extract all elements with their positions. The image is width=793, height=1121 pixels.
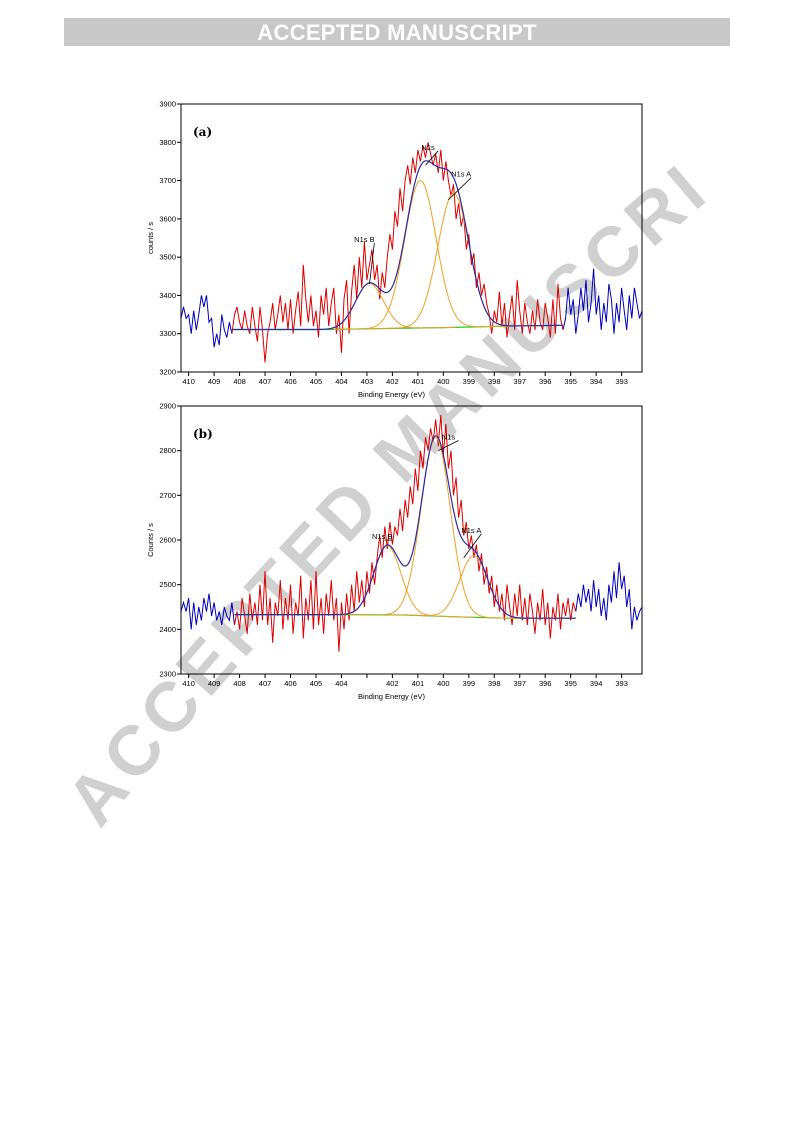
- y-tick-label: 3300: [159, 329, 176, 338]
- x-tick-label: 405: [310, 377, 323, 386]
- peak-annotation: N1s: [442, 433, 456, 442]
- plot-area: [181, 142, 642, 363]
- plot-frame: [180, 103, 643, 373]
- x-tick-label: 409: [208, 377, 221, 386]
- x-tick-label: 404: [335, 679, 348, 688]
- y-axis-title: counts / s: [146, 222, 155, 254]
- xps-chart-a: 3200 3300 3400 3500 3600 3700 3800 3900 410 409 40…: [146, 100, 643, 399]
- x-tick-label: 403: [361, 377, 374, 386]
- accepted-manuscript-banner: ACCEPTED MANUSCRIPT: [64, 18, 730, 46]
- annotation-leader: [369, 242, 375, 284]
- x-tick-label: 409: [208, 679, 221, 688]
- component-peak-2: [387, 555, 561, 619]
- y-tick-label: 2500: [159, 580, 176, 589]
- x-axis-title: Binding Energy (eV): [358, 692, 426, 701]
- y-axis-title: Counts / s: [146, 523, 155, 557]
- raw-data-fit-range: [234, 414, 577, 652]
- x-tick-label: 394: [590, 679, 603, 688]
- annotation-leader: [425, 150, 439, 166]
- raw-data-right: [562, 268, 642, 334]
- fit-envelope: [234, 435, 576, 619]
- raw-data-fit-range: [231, 142, 564, 363]
- y-tick-label: 3200: [159, 368, 176, 377]
- y-tick-label: 3500: [159, 253, 176, 262]
- y-tick-label: 2900: [159, 402, 176, 411]
- x-tick-label: 402: [386, 377, 399, 386]
- x-tick-label: 410: [182, 377, 195, 386]
- y-tick-label: 2600: [159, 536, 176, 545]
- x-tick-label: 401: [412, 679, 425, 688]
- x-tick-label: 397: [513, 679, 526, 688]
- x-tick-label: 400: [437, 377, 450, 386]
- peak-annotation: N1s B: [354, 235, 374, 244]
- y-tick-label: 3900: [159, 100, 176, 109]
- x-tick-label: 396: [539, 679, 552, 688]
- x-tick-label: 407: [259, 679, 272, 688]
- peak-annotation: N1s: [421, 143, 435, 152]
- x-tick-label: 407: [259, 377, 272, 386]
- component-peak-1: [333, 179, 507, 330]
- raw-data-left: [181, 295, 233, 348]
- component-peak-2: [366, 192, 541, 330]
- annotation-leader: [448, 177, 472, 201]
- y-tick-label: 2700: [159, 491, 176, 500]
- x-tick-label: 396: [539, 377, 552, 386]
- x-tick-label: 397: [513, 377, 526, 386]
- x-axis-title: Binding Energy (eV): [358, 390, 426, 399]
- x-tick-label: 401: [412, 377, 425, 386]
- annotation-leader: [438, 440, 459, 452]
- annotation-leader: [463, 533, 482, 559]
- panel-label: (b): [193, 427, 213, 441]
- y-tick-label: 2300: [159, 670, 176, 679]
- raw-data-left: [181, 593, 235, 630]
- x-tick-label: 394: [590, 377, 603, 386]
- xps-chart-b: 2300 2400 2500 2600 2700 2800 2900 410 409 408 407…: [146, 402, 643, 701]
- panel-label: (a): [193, 125, 212, 139]
- x-tick-label: 406: [284, 377, 297, 386]
- plot-area: [181, 414, 642, 652]
- x-tick-label: 405: [310, 679, 323, 688]
- y-tick-label: 3400: [159, 291, 176, 300]
- y-tick-label: 3800: [159, 138, 176, 147]
- y-tick-label: 3700: [159, 176, 176, 185]
- x-tick-label: 410: [182, 679, 195, 688]
- component-peak-0: [282, 283, 457, 330]
- y-tick-label: 3600: [159, 214, 176, 223]
- y-tick-label: 2400: [159, 625, 176, 634]
- fit-envelope: [231, 160, 563, 331]
- x-tick-label: 398: [488, 679, 501, 688]
- y-tick-label: 2800: [159, 446, 176, 455]
- peak-annotation: N1s A: [451, 170, 471, 179]
- x-tick-label: 408: [233, 377, 246, 386]
- x-tick-label: 404: [335, 377, 348, 386]
- x-tick-label: 399: [463, 679, 476, 688]
- x-tick-label: 399: [463, 377, 476, 386]
- x-tick-label: 408: [233, 679, 246, 688]
- peak-annotation: N1s A: [461, 526, 481, 535]
- peak-annotation: N1s B: [372, 532, 392, 541]
- component-peak-0: [300, 545, 474, 618]
- x-tick-label: 402: [386, 679, 399, 688]
- x-tick-label: 393: [615, 679, 628, 688]
- raw-data-right: [575, 562, 642, 630]
- x-tick-label: 395: [564, 377, 577, 386]
- plot-frame: [180, 405, 643, 675]
- x-tick-label: 400: [437, 679, 450, 688]
- x-tick-label: 398: [488, 377, 501, 386]
- x-tick-label: 406: [284, 679, 297, 688]
- x-tick-label: 393: [615, 377, 628, 386]
- component-peak-1: [349, 436, 523, 619]
- x-tick-label: 395: [564, 679, 577, 688]
